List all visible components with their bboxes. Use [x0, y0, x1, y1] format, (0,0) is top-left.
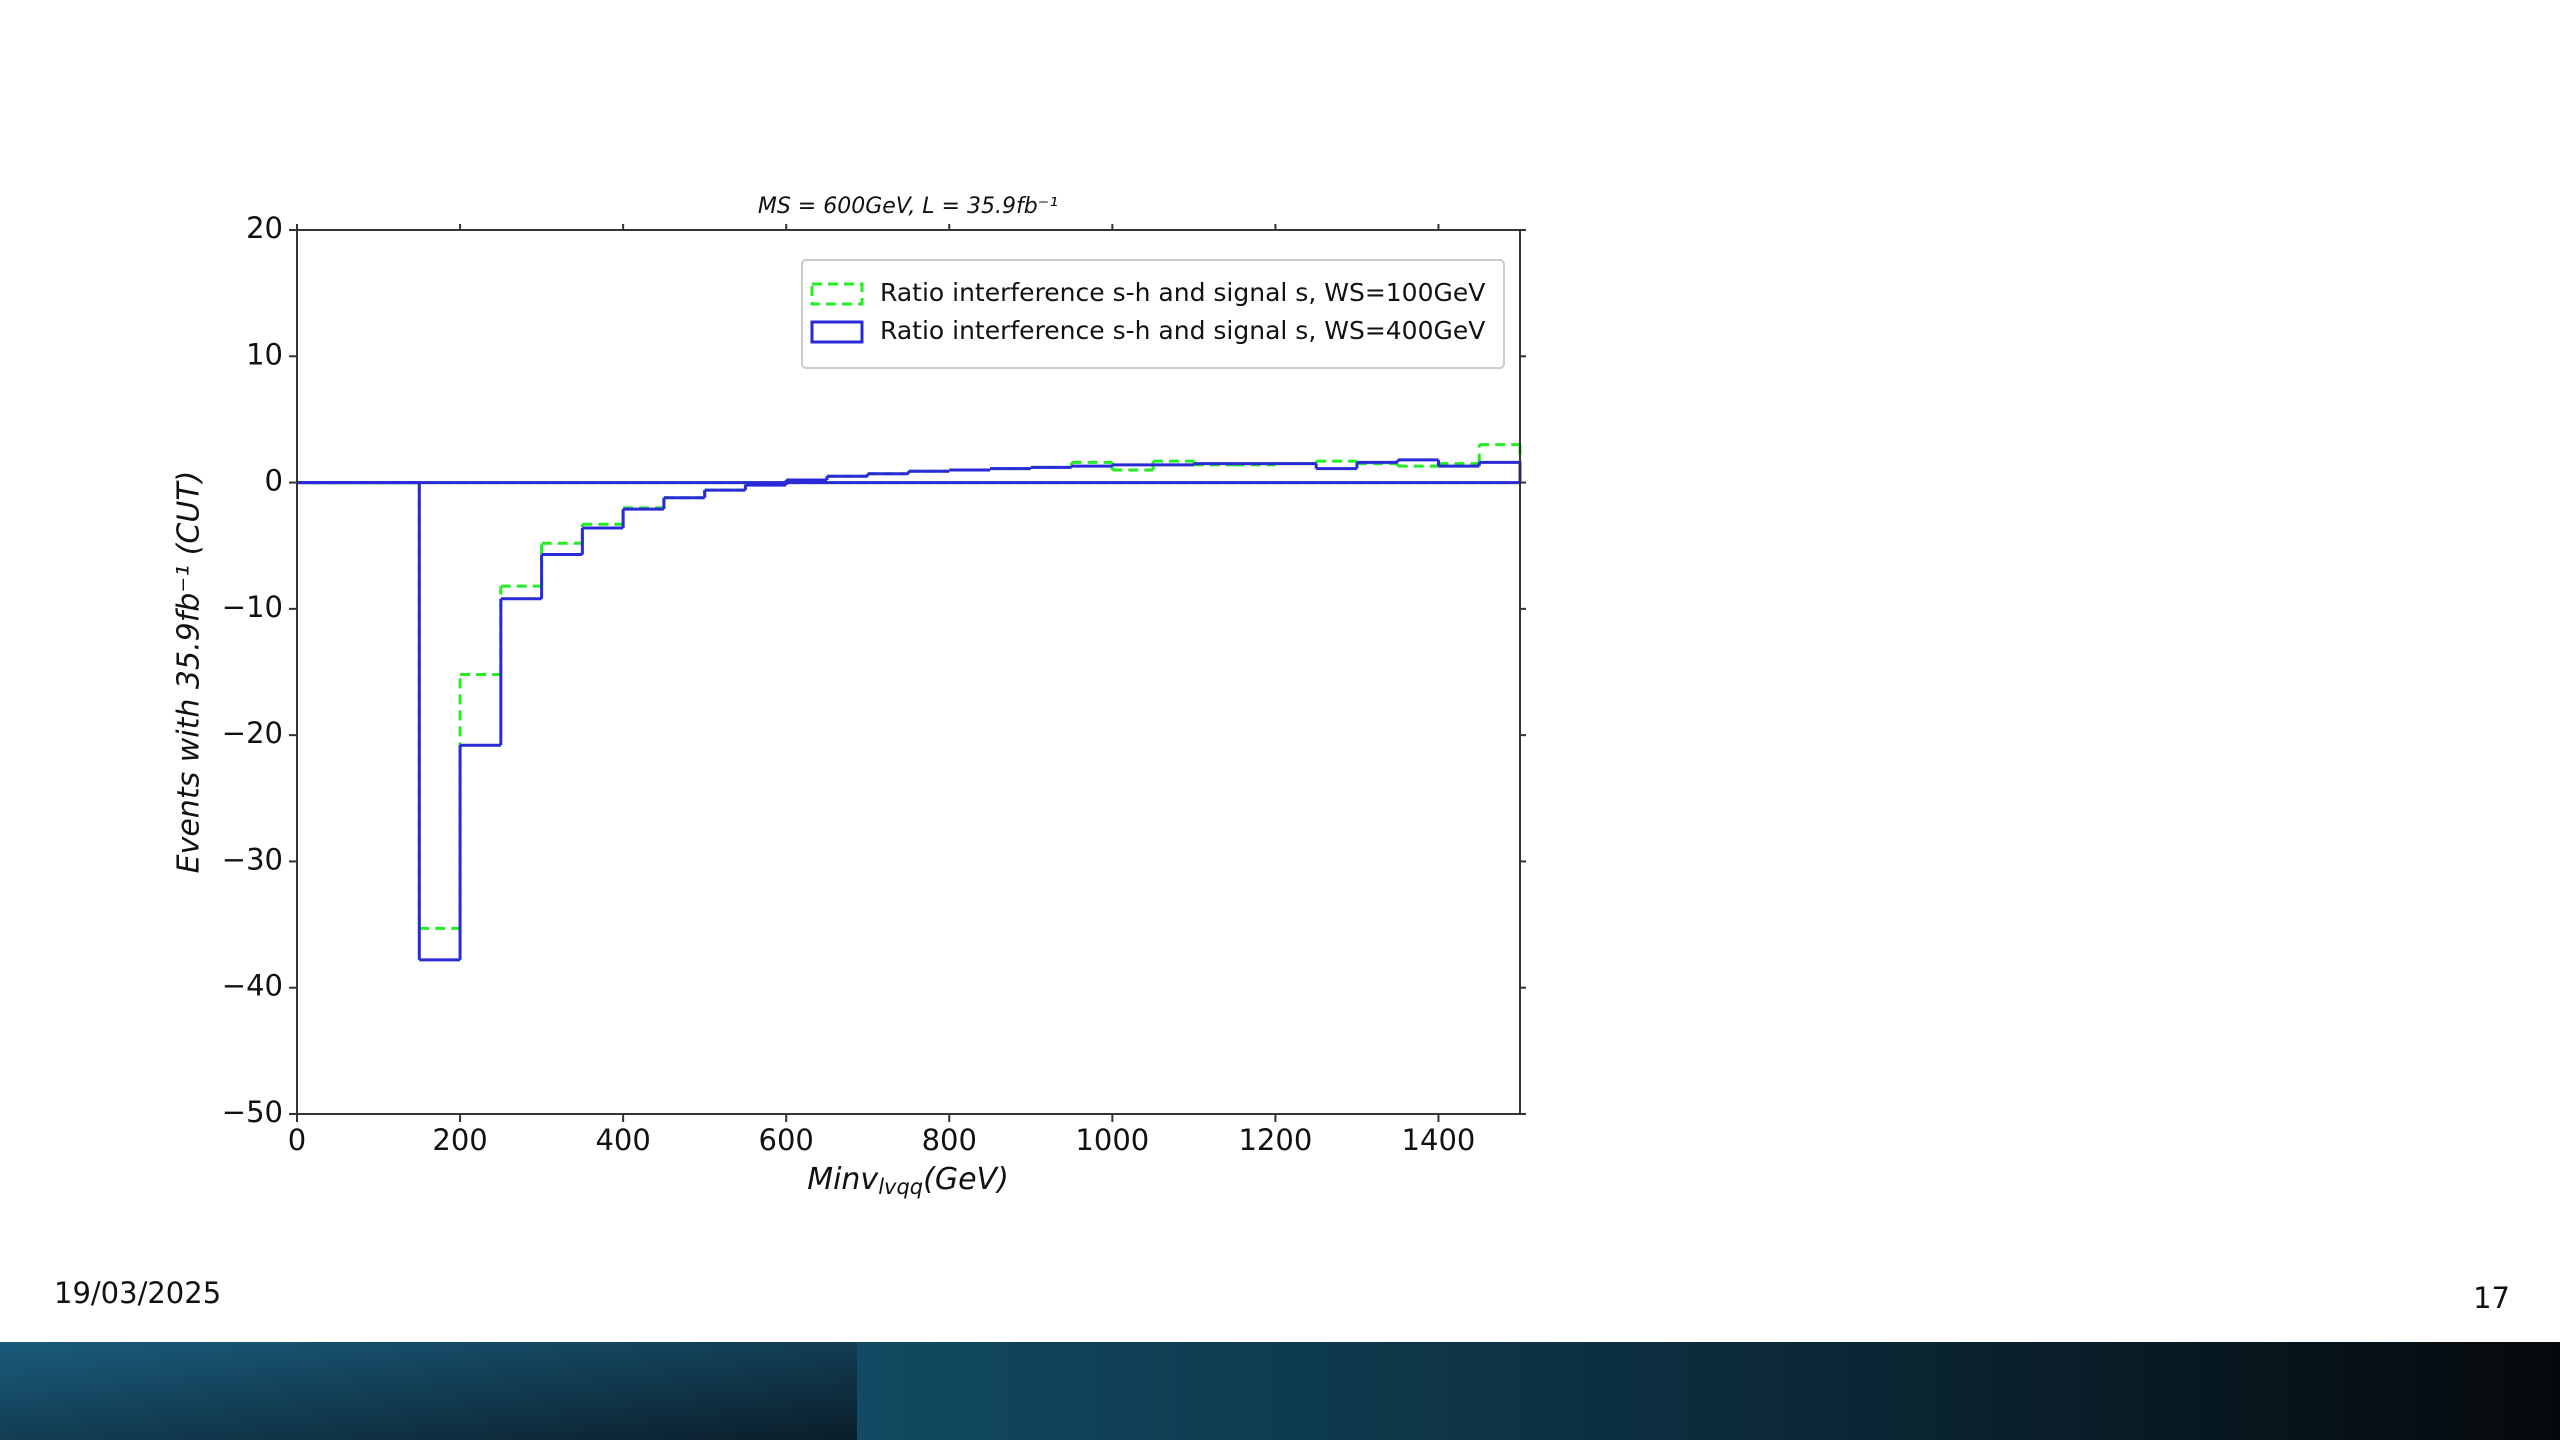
legend-label: Ratio interference s-h and signal s, WS=…: [880, 316, 1485, 345]
y-tick-label: −30: [222, 842, 283, 876]
page-number: 17: [2473, 1281, 2510, 1315]
x-label-sub: lvqq: [878, 1175, 923, 1199]
x-tick-label: 1200: [1238, 1123, 1312, 1157]
x-label-main: Minv: [807, 1162, 879, 1197]
x-tick-label: 200: [432, 1123, 487, 1157]
chart-title: MS = 600GeV, L = 35.9fb⁻¹: [758, 194, 1058, 219]
y-tick-label: −50: [222, 1095, 283, 1129]
legend-swatch: [810, 282, 864, 306]
legend-label: Ratio interference s-h and signal s, WS=…: [880, 278, 1485, 307]
x-tick-label: 1000: [1075, 1123, 1149, 1157]
x-tick-label: 800: [922, 1123, 977, 1157]
y-tick-label: −20: [222, 716, 283, 750]
date: 19/03/2025: [54, 1276, 221, 1310]
y-tick-label: 20: [246, 211, 283, 245]
x-tick-label: 400: [595, 1123, 650, 1157]
legend-swatch: [810, 320, 864, 344]
x-tick-label: 600: [759, 1123, 814, 1157]
legend-box: [801, 259, 1505, 369]
x-tick-label: 1400: [1402, 1123, 1476, 1157]
y-axis-label: Events with 35.9fb⁻¹ (CUT): [172, 471, 207, 874]
x-tick-label: 0: [288, 1123, 306, 1157]
footer-band: [857, 1342, 2560, 1440]
y-tick-label: −40: [222, 969, 283, 1003]
y-tick-label: −10: [222, 590, 283, 624]
y-tick-label: 10: [246, 337, 283, 371]
x-label-unit: (GeV): [923, 1162, 1009, 1197]
y-tick-label: 0: [265, 464, 283, 498]
plot-frame: [296, 229, 1521, 1115]
x-axis-label: Minvlvqq(GeV): [807, 1162, 1009, 1200]
footer-band: [0, 1342, 857, 1440]
